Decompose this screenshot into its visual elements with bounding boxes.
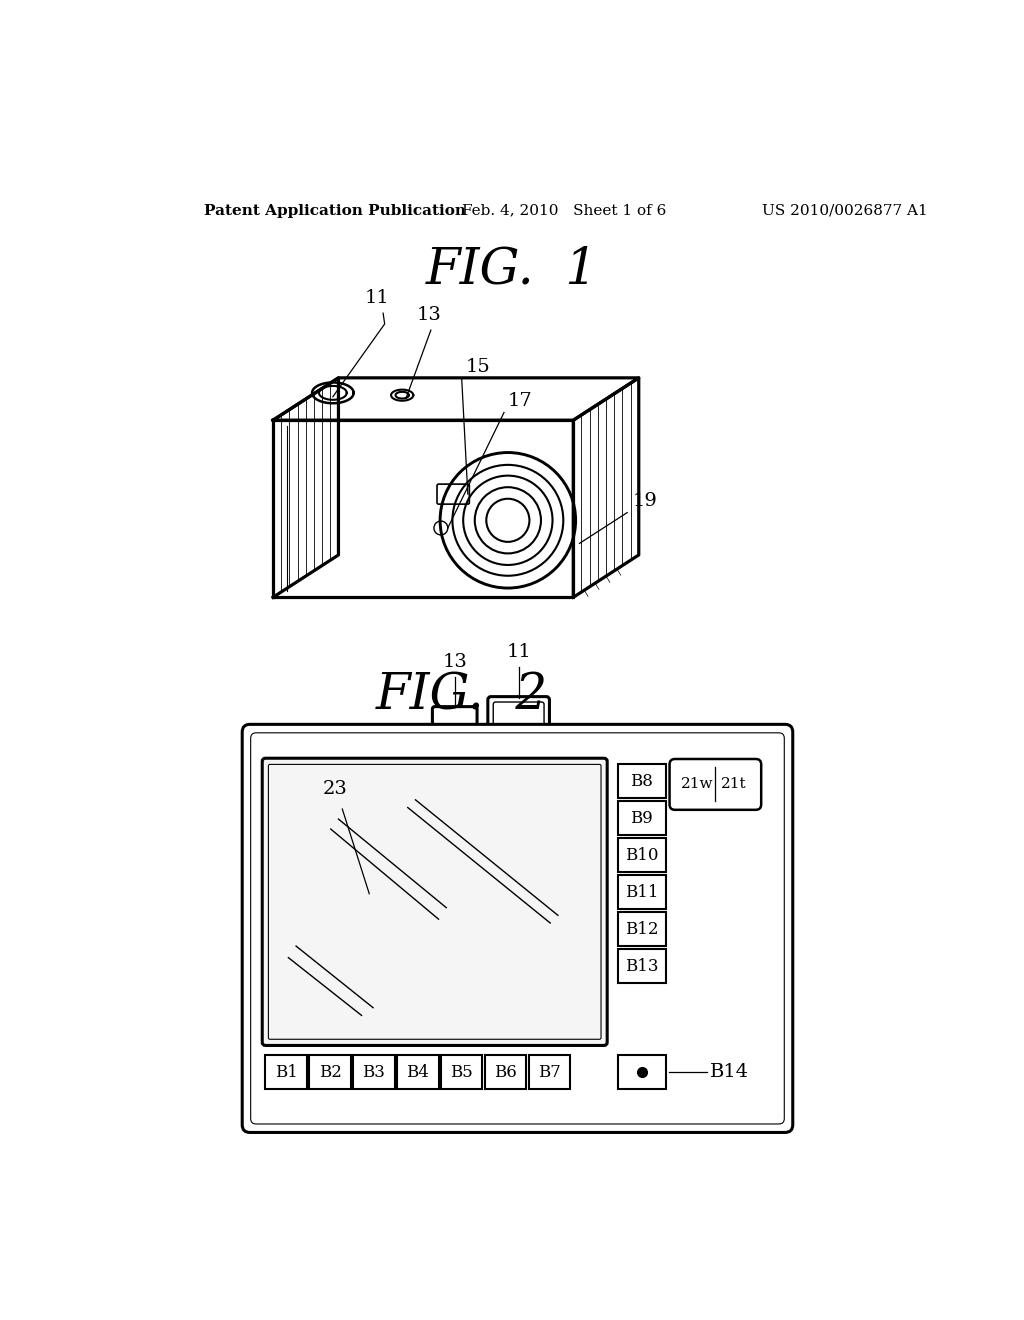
Bar	[617, 875, 666, 909]
FancyBboxPatch shape	[243, 725, 793, 1133]
Text: 17: 17	[508, 392, 532, 411]
Text: 13: 13	[417, 306, 441, 325]
Text: FIG.  2: FIG. 2	[376, 671, 548, 721]
Bar	[528, 1056, 570, 1089]
Text: B4: B4	[407, 1064, 429, 1081]
Text: B14: B14	[710, 1064, 749, 1081]
Text: US 2010/0026877 A1: US 2010/0026877 A1	[762, 203, 928, 218]
Bar	[617, 801, 666, 836]
Bar	[397, 1056, 438, 1089]
FancyBboxPatch shape	[262, 758, 607, 1045]
Bar	[441, 1056, 482, 1089]
Text: Patent Application Publication: Patent Application Publication	[204, 203, 466, 218]
Text: FIG.  1: FIG. 1	[426, 246, 598, 294]
Text: B10: B10	[625, 846, 658, 863]
FancyBboxPatch shape	[487, 697, 550, 735]
Bar	[617, 912, 666, 946]
Bar	[309, 1056, 351, 1089]
Text: 15: 15	[466, 358, 490, 376]
Text: 21t: 21t	[721, 777, 746, 792]
Text: 11: 11	[365, 289, 389, 308]
Text: B2: B2	[318, 1064, 341, 1081]
Text: B9: B9	[631, 809, 653, 826]
Bar	[484, 1056, 526, 1089]
Text: B7: B7	[538, 1064, 561, 1081]
Text: B13: B13	[625, 957, 658, 974]
Text: B5: B5	[451, 1064, 473, 1081]
Text: 21w: 21w	[681, 777, 713, 792]
Text: B12: B12	[625, 920, 658, 937]
Text: B3: B3	[362, 1064, 385, 1081]
Text: B1: B1	[274, 1064, 298, 1081]
Bar	[617, 764, 666, 799]
FancyBboxPatch shape	[670, 759, 761, 810]
Bar	[617, 949, 666, 983]
Text: 23: 23	[323, 780, 348, 797]
Text: 13: 13	[442, 652, 467, 671]
Text: Feb. 4, 2010   Sheet 1 of 6: Feb. 4, 2010 Sheet 1 of 6	[462, 203, 666, 218]
Bar	[353, 1056, 394, 1089]
Text: B8: B8	[631, 772, 653, 789]
FancyBboxPatch shape	[432, 706, 477, 734]
Bar	[617, 838, 666, 873]
Text: B6: B6	[495, 1064, 517, 1081]
Text: B11: B11	[625, 883, 658, 900]
Text: 19: 19	[633, 492, 657, 511]
Bar	[265, 1056, 307, 1089]
Bar	[617, 1056, 666, 1089]
Text: 11: 11	[506, 643, 531, 661]
